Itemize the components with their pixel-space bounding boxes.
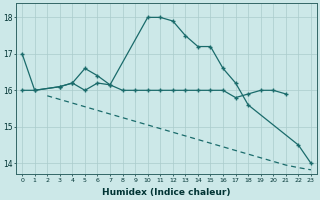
X-axis label: Humidex (Indice chaleur): Humidex (Indice chaleur) (102, 188, 231, 197)
